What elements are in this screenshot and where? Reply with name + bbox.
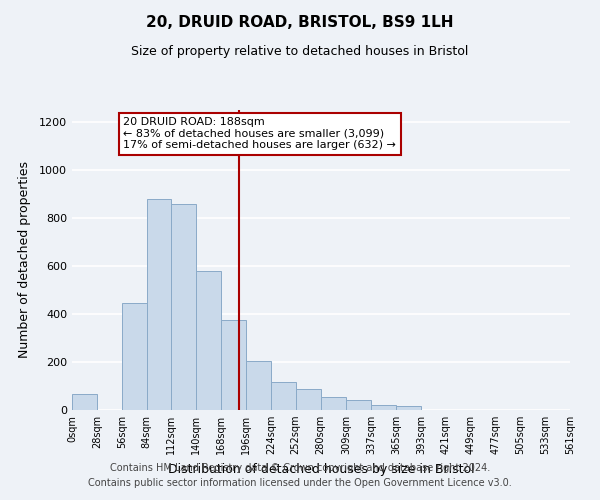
Bar bbox=[396, 406, 421, 410]
Bar bbox=[196, 271, 221, 410]
Text: 20, DRUID ROAD, BRISTOL, BS9 1LH: 20, DRUID ROAD, BRISTOL, BS9 1LH bbox=[146, 15, 454, 30]
Y-axis label: Number of detached properties: Number of detached properties bbox=[17, 162, 31, 358]
Bar bbox=[246, 361, 271, 410]
Text: Contains HM Land Registry data © Crown copyright and database right 2024.
Contai: Contains HM Land Registry data © Crown c… bbox=[88, 462, 512, 487]
X-axis label: Distribution of detached houses by size in Bristol: Distribution of detached houses by size … bbox=[167, 462, 475, 475]
Bar bbox=[271, 382, 296, 410]
Bar bbox=[146, 199, 172, 410]
Bar bbox=[296, 389, 320, 410]
Text: Size of property relative to detached houses in Bristol: Size of property relative to detached ho… bbox=[131, 45, 469, 58]
Text: 20 DRUID ROAD: 188sqm
← 83% of detached houses are smaller (3,099)
17% of semi-d: 20 DRUID ROAD: 188sqm ← 83% of detached … bbox=[124, 117, 397, 150]
Bar bbox=[122, 303, 146, 410]
Bar bbox=[172, 204, 196, 410]
Bar bbox=[371, 405, 396, 410]
Bar bbox=[221, 320, 246, 410]
Bar bbox=[346, 400, 371, 410]
Bar bbox=[320, 397, 346, 410]
Bar bbox=[72, 394, 97, 410]
